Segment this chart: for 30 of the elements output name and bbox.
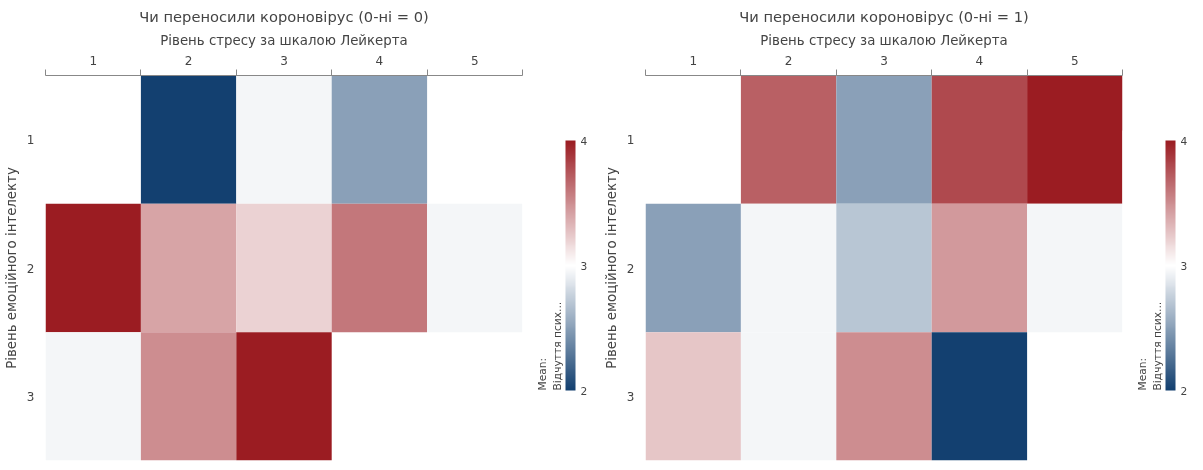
color-bar-title: Mean: Відчуття псих... [535,301,565,391]
x-tick-label: 2 [184,53,193,68]
color-bar-label: 2 [580,384,588,398]
color-bar-title: Mean: Відчуття псих... [1135,301,1165,391]
x-tick-label: 1 [689,53,698,68]
y-axis-title: Рівень емоційного інтелекту [603,167,619,369]
color-bar-label: 4 [1180,134,1188,148]
x-tick-label: 1 [89,53,98,68]
x-tick-label: 4 [375,53,384,68]
x-tick-label: 2 [784,53,793,68]
color-bar-label: 3 [1180,259,1188,273]
y-axis-title: Рівень емоційного інтелекту [3,167,19,369]
color-bar-label: 3 [580,259,588,273]
x-tick-label: 5 [1070,53,1079,68]
x-axis-title: Рівень стресу за шкалою Лейкерта [160,32,408,48]
color-bar-label: 4 [580,134,588,148]
chart-title: Чи переносили короновірус (0-ні = 0) [139,7,429,25]
x-tick-label: 4 [975,53,984,68]
y-tick-label: 1 [626,133,635,148]
y-tick-label: 3 [626,389,635,404]
x-tick-label: 5 [470,53,479,68]
x-tick-label: 3 [880,53,888,68]
x-tick-label: 3 [280,53,288,68]
color-bar-label: 2 [1180,384,1188,398]
y-tick-label: 3 [26,389,35,404]
x-axis-title: Рівень стресу за шкалою Лейкерта [760,32,1008,48]
y-tick-label: 2 [626,261,635,276]
chart-title: Чи переносили короновірус (0-ні = 1) [739,7,1029,25]
y-tick-label: 2 [26,261,35,276]
y-tick-label: 1 [26,133,35,148]
